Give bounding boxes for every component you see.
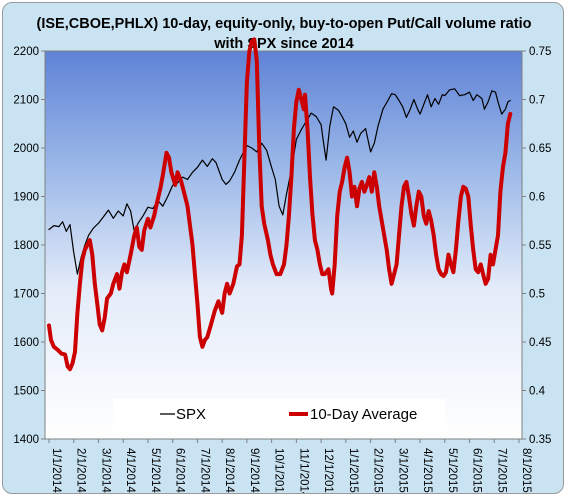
x-tick-label: 7/1/2014 [198, 448, 210, 493]
right-tick-label: 0.4 [529, 386, 546, 398]
chart-svg: (ISE,CBOE,PHLX) 10-day, equity-only, buy… [13, 16, 551, 494]
right-tick-label: 0.75 [529, 46, 551, 58]
x-tick-label: 7/1/2015 [495, 448, 507, 493]
chart-title-line-1: (ISE,CBOE,PHLX) 10-day, equity-only, buy… [37, 16, 532, 32]
left-tick-label: 1400 [13, 434, 39, 446]
right-tick-label: 0.65 [529, 143, 551, 155]
left-tick-label: 1900 [13, 192, 39, 204]
x-tick-label: 1/1/2015 [347, 448, 359, 493]
plot-area [44, 50, 523, 440]
right-tick-label: 0.55 [529, 240, 551, 252]
right-tick-label: 0.45 [529, 337, 551, 349]
left-tick-label: 2100 [13, 95, 39, 107]
chart-frame: (ISE,CBOE,PHLX) 10-day, equity-only, buy… [2, 2, 564, 494]
x-tick-label: 2/1/2015 [372, 448, 384, 493]
x-tick-label: 1/1/2014 [50, 448, 62, 493]
x-tick-label: 8/1/2014 [223, 448, 235, 493]
spx-series-line [48, 88, 511, 275]
left-tick-label: 1800 [13, 240, 39, 252]
x-tick-label: 10/1/2014 [273, 448, 285, 494]
left-tick-label: 2000 [13, 143, 39, 155]
x-tick-label: 4/1/2014 [124, 448, 136, 493]
x-tick-label: 11/1/2014 [297, 448, 309, 494]
x-tick-label: 9/1/2014 [248, 448, 260, 493]
left-tick-label: 2200 [13, 46, 39, 58]
legend-avg-label: 10-Day Average [310, 406, 417, 423]
right-tick-label: 0.35 [529, 434, 551, 446]
x-axis: 1/1/2014 2/1/2014 3/1/2014 4/1/2014 5/1/2014… [48, 439, 532, 494]
legend-spx-label: SPX [176, 406, 206, 423]
left-tick-label: 1500 [13, 386, 39, 398]
right-tick-label: 0.7 [529, 95, 545, 107]
legend: SPX 10-Day Average [113, 399, 445, 429]
left-tick-label: 1700 [13, 289, 39, 301]
chart-title-line-2: with SPX since 2014 [213, 36, 353, 52]
avg-10day-series-line [47, 37, 513, 372]
x-tick-label: 4/1/2015 [421, 448, 433, 493]
x-tick-label: 5/1/2014 [149, 448, 161, 493]
x-tick-label: 8/1/2015 [520, 448, 532, 493]
left-y-axis: 1400 1500 1600 1700 1800 1900 2000 2100 2200 [13, 46, 45, 446]
x-tick-label: 5/1/2015 [446, 448, 458, 493]
right-tick-label: 0.5 [529, 289, 545, 301]
right-y-axis: 0.35 0.4 0.45 0.5 0.55 0.6 0.65 0.7 0.75 [522, 46, 551, 446]
x-tick-label: 3/1/2015 [396, 448, 408, 493]
x-tick-label: 6/1/2014 [174, 448, 186, 493]
x-tick-label: 6/1/2015 [471, 448, 483, 493]
x-tick-label: 3/1/2014 [99, 448, 111, 493]
x-tick-label: 12/1/2014 [322, 448, 334, 494]
left-tick-label: 1600 [13, 337, 39, 349]
x-tick-label: 2/1/2014 [75, 448, 87, 493]
right-tick-label: 0.6 [529, 192, 545, 204]
